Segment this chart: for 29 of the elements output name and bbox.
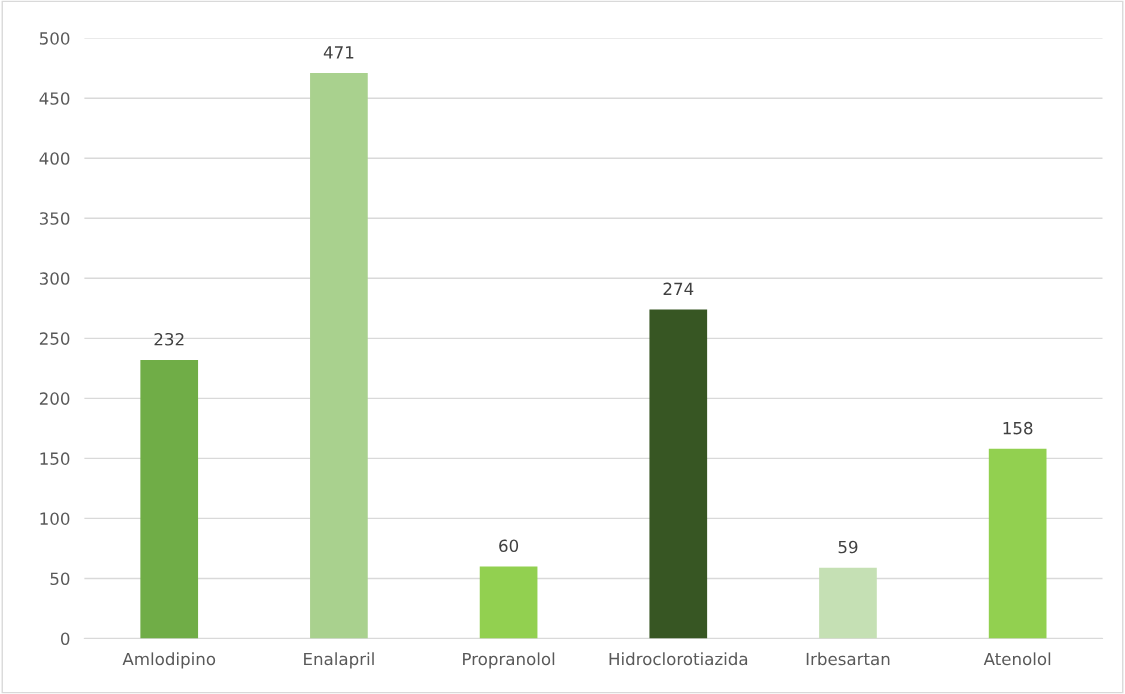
data-label: 158	[1003, 421, 1033, 435]
data-label: 59	[838, 540, 858, 554]
y-tick-label: 300	[39, 272, 70, 285]
y-tick-label: 0	[60, 632, 70, 646]
x-tick-label: Hidroclorotiazida	[609, 652, 748, 666]
y-tick-label: 350	[39, 212, 70, 225]
bar	[819, 567, 877, 639]
x-tick-label: Atenolol	[983, 652, 1051, 666]
data-label: 60	[499, 539, 519, 553]
y-tick-label: 150	[40, 452, 70, 465]
x-tick-label: Enalapril	[304, 652, 374, 669]
y-tick-label: 100	[40, 512, 70, 525]
y-tick-label: 450	[39, 92, 70, 105]
data-label: 274	[663, 282, 694, 295]
bar	[988, 448, 1047, 639]
y-tick-label: 200	[39, 392, 70, 405]
x-tick-label: Amlodipino	[122, 652, 216, 669]
x-tick-label: Propranolol	[463, 652, 555, 669]
data-label: 232	[154, 332, 184, 346]
bar	[310, 72, 368, 639]
bar	[479, 566, 538, 639]
y-tick-label: 50	[50, 572, 70, 586]
data-label: 471	[323, 46, 354, 59]
y-tick-label: 250	[39, 332, 70, 345]
bar	[649, 309, 708, 639]
x-tick-label: Irbesartan	[806, 652, 890, 666]
bar	[140, 359, 199, 639]
y-tick-label: 500	[39, 32, 70, 45]
y-tick-label: 400	[39, 152, 70, 165]
